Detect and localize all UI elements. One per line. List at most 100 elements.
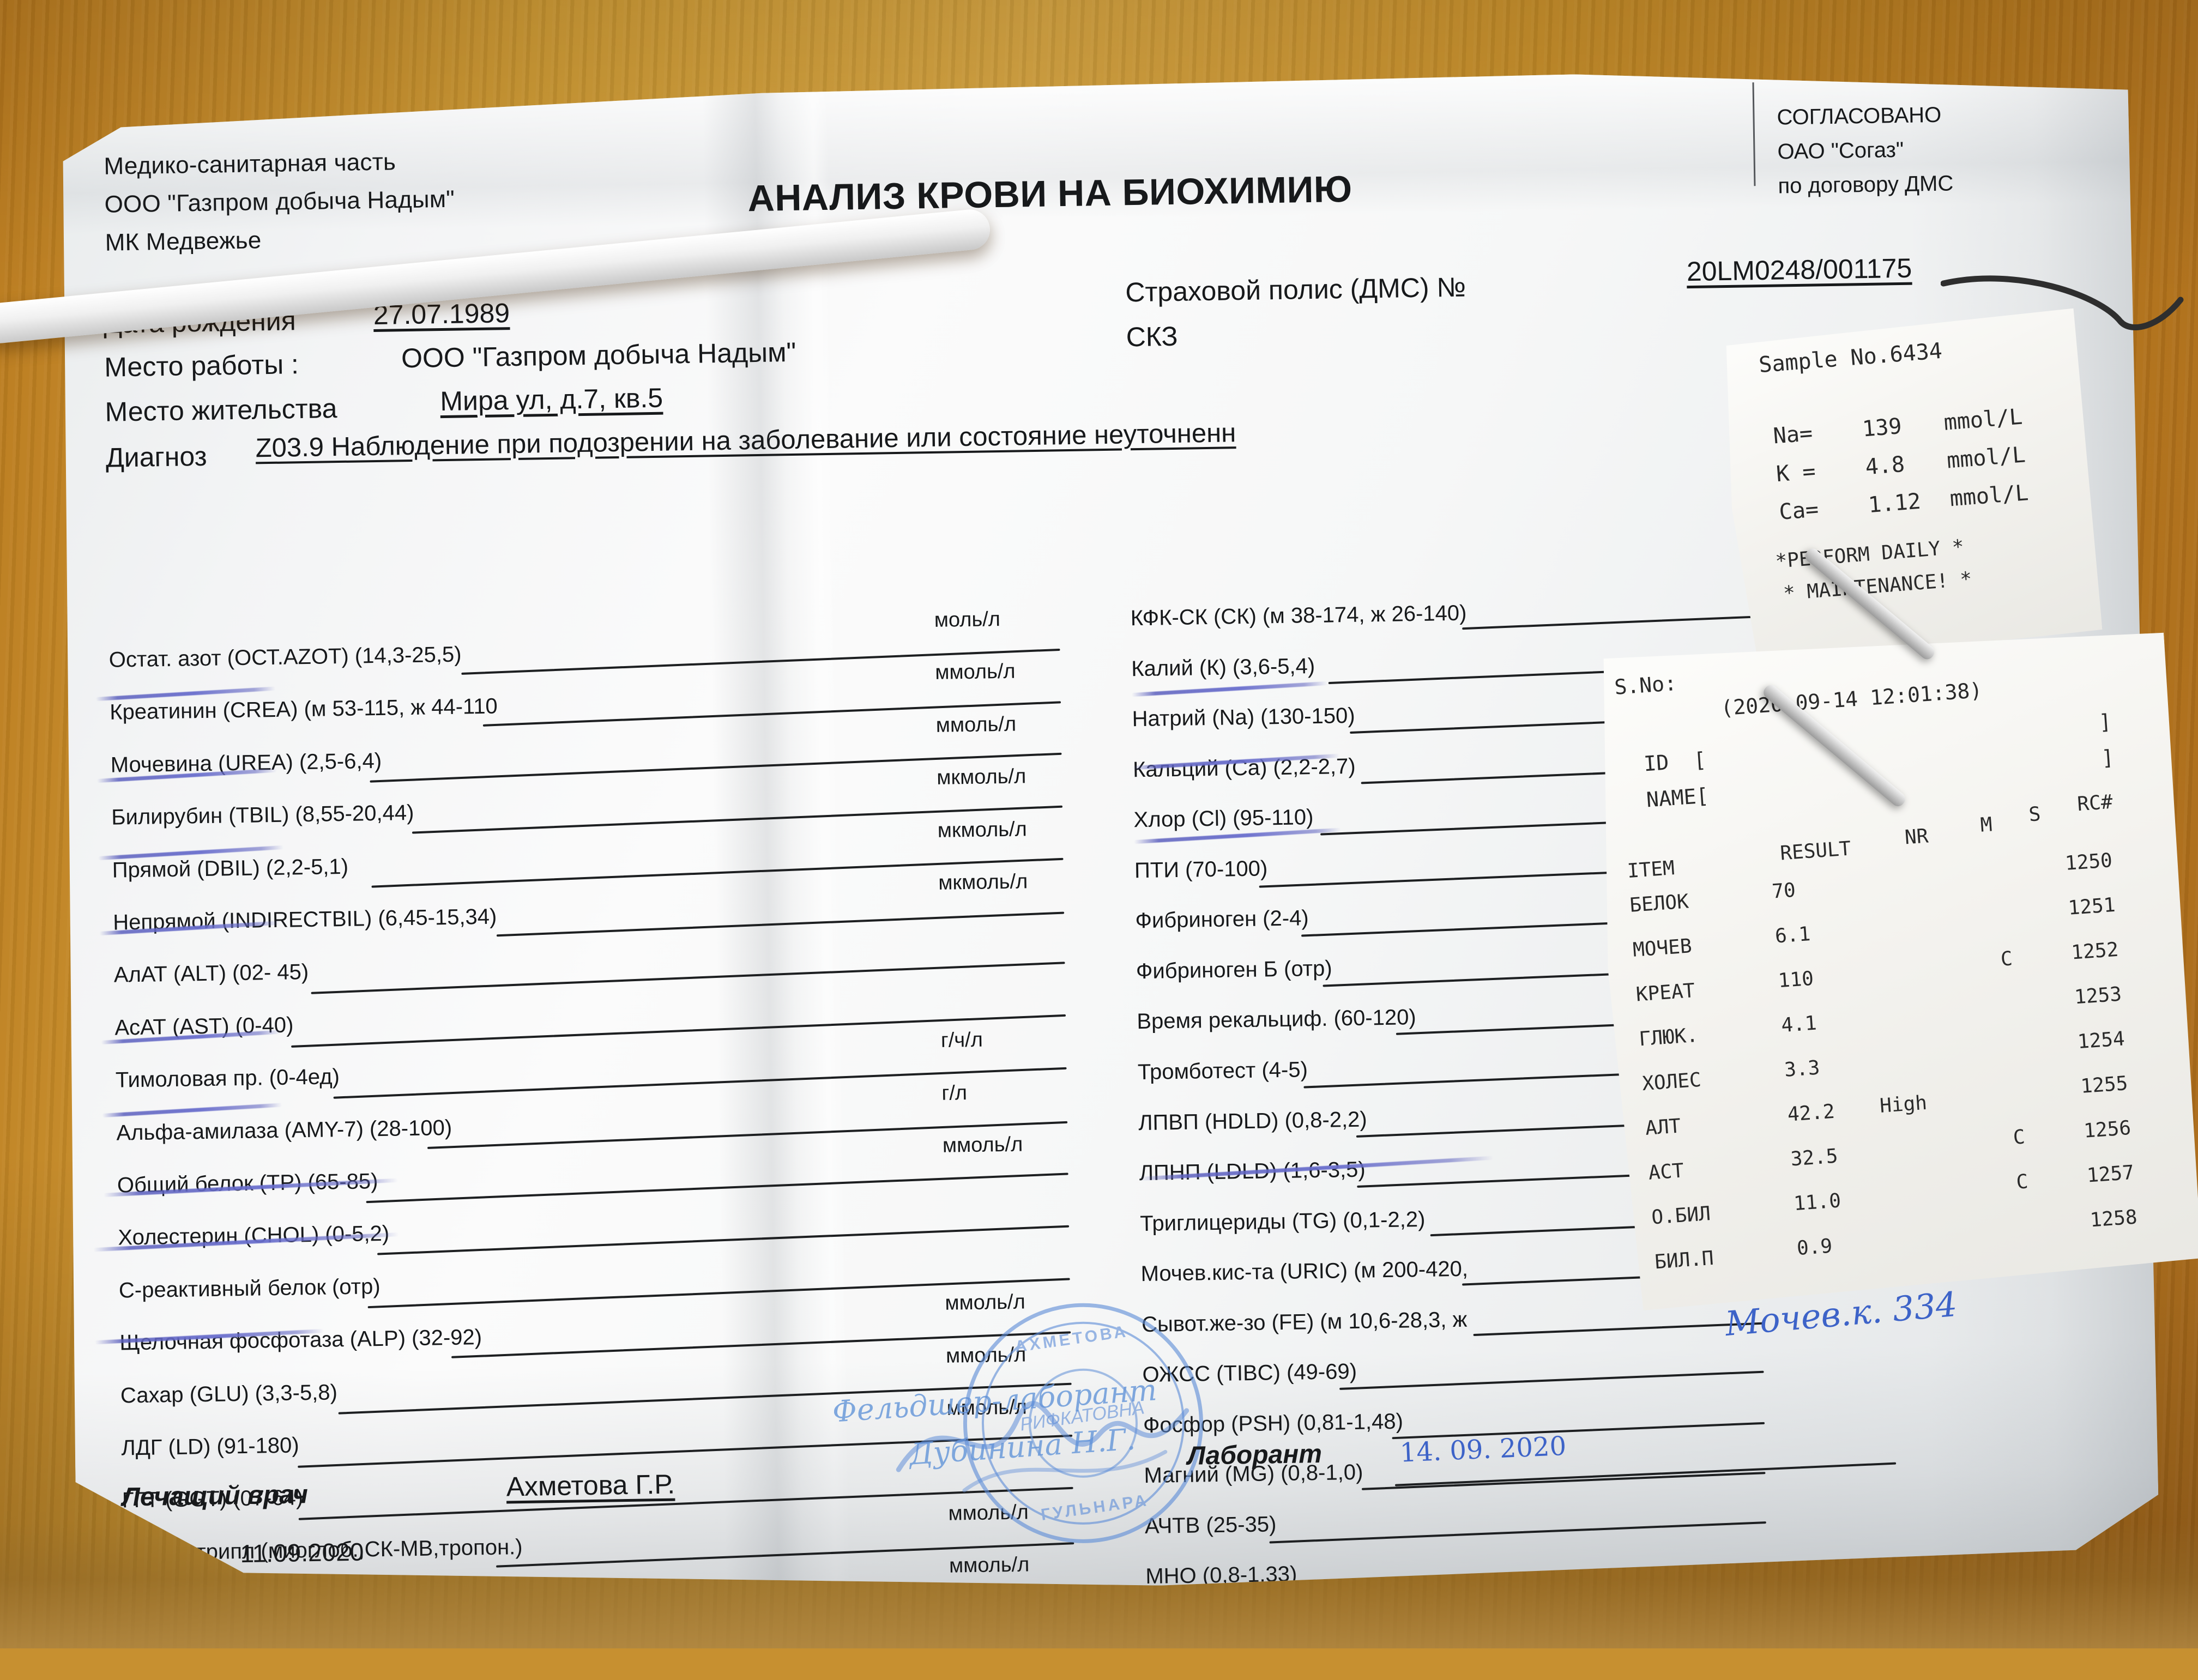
test-item-label: Тимоловая пр. (0-4ед) — [116, 1066, 340, 1091]
slip-big-item: ГЛЮК. — [1638, 1024, 1699, 1050]
test-item-label: Хлор (Cl) (95-110) — [1133, 806, 1313, 831]
test-result-rule[interactable] — [1462, 616, 1752, 630]
approval-line-3: по договору ДМС — [1778, 172, 1953, 197]
diagnosis-value: Z03.9 Наблюдение при подозрении на забол… — [255, 420, 1236, 462]
test-item-label: Время рекальциф. (60-120) — [1137, 1007, 1416, 1033]
slip-big-column-header: NR — [1904, 825, 1929, 849]
test-result-rule[interactable] — [1474, 1322, 1764, 1335]
lab-tech-rule — [1395, 1463, 1896, 1486]
test-item-label: С-реактивный белок (отр) — [119, 1276, 381, 1302]
test-result-rule[interactable] — [377, 1225, 1069, 1255]
slip-big-item: КРЕАТ — [1635, 980, 1696, 1006]
analyzer-slip-results: S.No: (2020-09-14 12:01:38) ID [ ] NAME[… — [1586, 613, 2198, 1312]
slip-small-footer-1: *PERFORM DAILY * — [1774, 536, 1965, 573]
test-item-label: Тромботест (4-5) — [1138, 1059, 1308, 1083]
test-result-rule[interactable] — [497, 912, 1064, 937]
test-unit-label: моль/л — [934, 609, 1001, 631]
slip-big-rc: 1251 — [2067, 894, 2116, 920]
slip-big-rc: 1257 — [2086, 1162, 2135, 1187]
slip-big-item: АСТ — [1647, 1159, 1684, 1184]
approval-divider — [1752, 82, 1755, 186]
test-item-label: Фибриноген Б (отр) — [1136, 957, 1332, 982]
page-title: АНАЛИЗ КРОВИ НА БИОХИМИЮ — [747, 171, 1352, 217]
slip-small-unit: mmol/L — [1943, 404, 2024, 436]
test-unit-label: ммоль/л — [935, 661, 1016, 683]
slip-big-item: О.БИЛ — [1651, 1202, 1711, 1229]
slip-big-flag: High — [1879, 1091, 1928, 1117]
test-item-label: Прямой (DBIL) (2,2-5,1) — [112, 855, 349, 881]
test-unit-label: г/ч/л — [941, 1030, 983, 1051]
department-code: СКЗ — [1126, 323, 1178, 350]
test-result-rule[interactable] — [311, 962, 1065, 995]
test-unit-label: мкмоль/л — [937, 766, 1026, 788]
test-unit-label: ммоль/л — [936, 714, 1017, 735]
test-result-rule[interactable] — [1270, 1521, 1766, 1544]
slip-big-flag-m: C — [2013, 1126, 2026, 1149]
paper-fold-shadow-vertical — [702, 86, 851, 1592]
test-item-label: Фибриноген (2-4) — [1135, 907, 1309, 932]
test-unit-label: мкмоль/л — [938, 871, 1028, 893]
policy-value: 20LM0248/001175 — [1687, 255, 1912, 285]
slip-big-rc: 1254 — [2077, 1028, 2125, 1053]
slip-big-rc: 1250 — [2064, 849, 2113, 875]
slip-big-item: АЛТ — [1645, 1115, 1682, 1139]
slip-big-serial-label: S.No: — [1614, 671, 1677, 699]
slip-small-analyte: Ca= — [1778, 497, 1820, 525]
slip-small-analyte: Na= — [1772, 421, 1814, 449]
slip-big-item: МОЧЕВ — [1632, 935, 1693, 961]
test-item-label: АлАТ (ALT) (02- 45) — [114, 961, 309, 986]
slip-big-name-label: NAME[ — [1646, 783, 1710, 812]
slip-small-value: 1.12 — [1867, 489, 1922, 518]
slip-small-header: Sample No.6434 — [1758, 339, 1943, 378]
slip-big-column-header: S — [2028, 803, 2041, 826]
slip-big-result: 6.1 — [1774, 923, 1811, 947]
workplace-value: ООО "Газпром добыча Надым" — [401, 339, 796, 372]
test-unit-label: г/л — [941, 1083, 967, 1104]
test-unit-label: мкмоль/л — [938, 819, 1027, 841]
test-unit-label: ммоль/л — [945, 1292, 1025, 1314]
slip-big-result: 0.9 — [1796, 1235, 1833, 1260]
test-item-label: ЛДГ (LD) (91-180) — [121, 1434, 299, 1459]
test-item-label: Триглицериды (TG) (0,1-2,2) — [1140, 1208, 1426, 1235]
test-result-rule[interactable] — [404, 1646, 1076, 1675]
slip-small-value: 4.8 — [1864, 452, 1906, 480]
pen-underline-ast — [102, 1103, 282, 1117]
slip-big-name-close: ] — [2100, 745, 2115, 770]
policy-label: Страховой полис (ДМС) № — [1125, 274, 1466, 306]
slip-small-footer-2: * MAINTENANCE! * — [1783, 568, 1973, 605]
slip-big-flag-m: C — [2000, 948, 2013, 971]
slip-small-unit: mmol/L — [1946, 442, 2027, 473]
test-item-label: ЛПВП (HDLD) (0,8-2,2) — [1138, 1108, 1367, 1134]
slip-big-rc: 1258 — [2089, 1206, 2137, 1231]
slip-big-item: БИЛ.П — [1654, 1247, 1714, 1273]
slip-big-result: 110 — [1777, 968, 1814, 992]
pen-underline-k — [1132, 681, 1328, 697]
slip-big-result: 70 — [1771, 879, 1796, 903]
test-result-rule[interactable] — [366, 1173, 1068, 1203]
test-item-label: Остат. азот (ОСТ.AZOT) (14,3-25,5) — [108, 644, 461, 671]
test-unit-label: ммоль/л — [943, 1134, 1023, 1156]
org-line-1: Медико-санитарная часть — [104, 150, 396, 178]
slip-big-column-header: RESULT — [1779, 837, 1852, 865]
approval-line-1: СОГЛАСОВАНО — [1777, 104, 1941, 129]
org-line-3: МК Медвежье — [105, 228, 261, 255]
test-result-rule[interactable] — [1362, 1472, 1766, 1490]
slip-big-column-header: ITEM — [1627, 857, 1675, 883]
approval-line-2: ОАО "Согаз" — [1777, 139, 1904, 163]
slip-big-result: 42.2 — [1787, 1101, 1835, 1126]
test-result-rule[interactable] — [1339, 1371, 1764, 1390]
test-item-label: Сахар (GLU) (3,3-5,8) — [120, 1381, 338, 1406]
doctor-value: Ахметова Г.Р. — [506, 1471, 675, 1501]
slip-big-item: БЕЛОК — [1629, 890, 1689, 916]
slip-big-column-header: M — [1979, 813, 1992, 836]
slip-big-item: ХОЛЕС — [1641, 1068, 1702, 1095]
lab-tech-label: Лаборант — [1187, 1441, 1323, 1470]
test-unit-label: ммоль/л — [949, 1555, 1030, 1576]
slip-big-rc: 1252 — [2070, 939, 2119, 964]
slip-big-result: 32.5 — [1790, 1145, 1838, 1170]
slip-big-result: 3.3 — [1784, 1056, 1821, 1081]
test-item-label: КФК-СК (СК) (м 38-174, ж 26-140) — [1130, 602, 1466, 630]
address-label: Место жительства — [105, 395, 337, 426]
slip-big-rc: 1256 — [2083, 1117, 2131, 1143]
